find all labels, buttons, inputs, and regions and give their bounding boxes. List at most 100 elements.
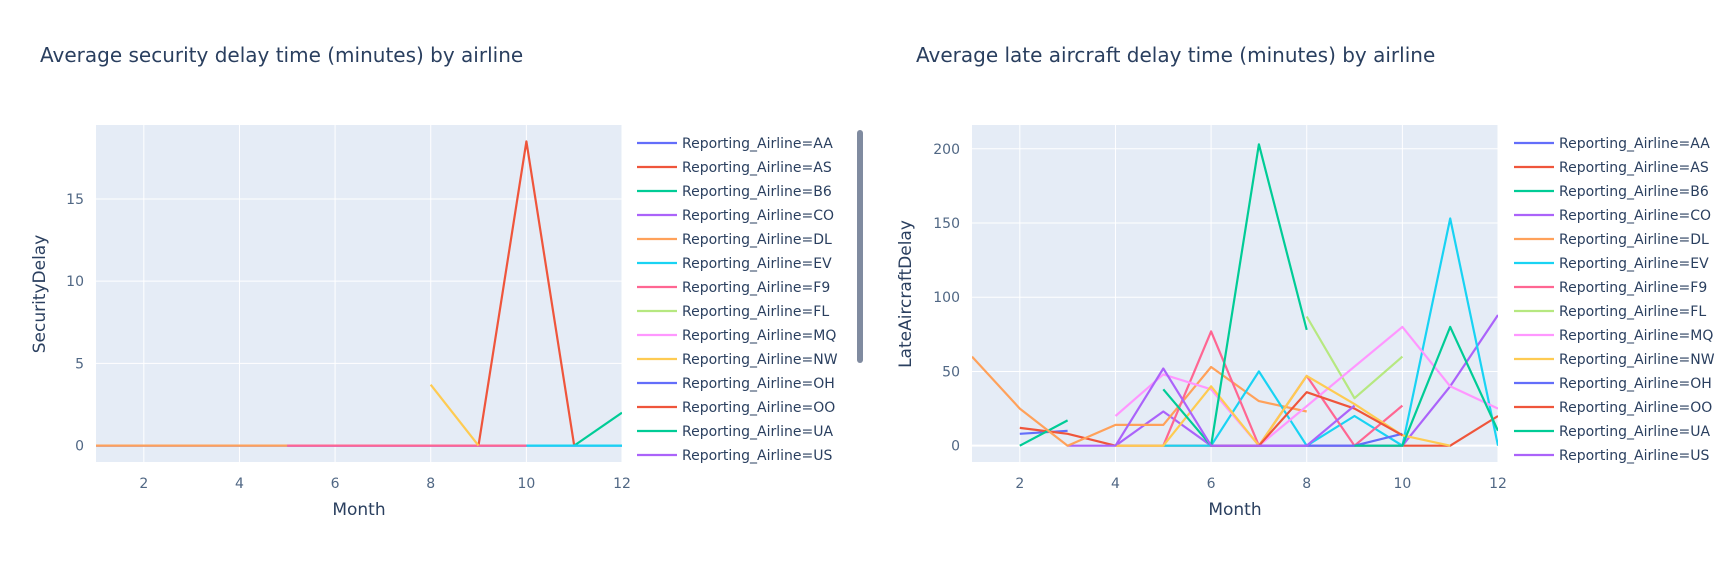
x-axis-label: Month	[332, 500, 385, 520]
legend-label: Reporting_Airline=US	[1559, 448, 1710, 464]
security-delay-chart: Average security delay time (minutes) by…	[30, 43, 863, 520]
legend: Reporting_Airline=AA Reporting_Airline=AS…	[1514, 136, 1715, 464]
legend-item[interactable]: Reporting_Airline=F9	[637, 280, 830, 296]
legend-item[interactable]: Reporting_Airline=AS	[1514, 160, 1709, 176]
legend-item[interactable]: Reporting_Airline=NW	[1514, 352, 1715, 368]
series-line[interactable]	[1019, 419, 1069, 447]
x-tick-label: 12	[613, 476, 631, 492]
legend-label: Reporting_Airline=OH	[1559, 376, 1712, 392]
legend-item[interactable]: Reporting_Airline=F9	[1514, 280, 1707, 296]
series-lines	[96, 140, 622, 447]
legend-label: Reporting_Airline=MQ	[682, 328, 836, 344]
legend-item[interactable]: Reporting_Airline=NW	[637, 352, 838, 368]
series-line[interactable]	[573, 411, 622, 447]
series-line[interactable]	[429, 384, 480, 447]
legend-item[interactable]: Reporting_Airline=AA	[1514, 136, 1710, 152]
y-axis-label: LateAircraftDelay	[896, 220, 916, 368]
chart-title: Average security delay time (minutes) by…	[40, 43, 523, 67]
legend-label: Reporting_Airline=OH	[682, 376, 835, 392]
y-tick-label: 0	[75, 439, 84, 455]
series-lines	[972, 143, 1499, 447]
x-tick-label: 10	[1393, 476, 1411, 492]
legend-item[interactable]: Reporting_Airline=DL	[1514, 232, 1709, 248]
y-tick-label: 200	[933, 142, 960, 158]
legend-label: Reporting_Airline=DL	[1559, 232, 1709, 248]
tick-labels: 2 4 6 8 10 12 0 5 10 15	[66, 192, 631, 492]
series-line[interactable]	[477, 140, 576, 446]
legend-label: Reporting_Airline=FL	[682, 304, 829, 320]
legend-label: Reporting_Airline=OO	[682, 400, 835, 416]
legend-item[interactable]: Reporting_Airline=MQ	[637, 328, 836, 344]
legend-item[interactable]: Reporting_Airline=US	[637, 448, 833, 464]
legend-label: Reporting_Airline=UA	[682, 424, 834, 440]
legend-item[interactable]: Reporting_Airline=UA	[1514, 424, 1711, 440]
x-tick-label: 6	[331, 476, 340, 492]
legend-item[interactable]: Reporting_Airline=UA	[637, 424, 834, 440]
legend-item[interactable]: Reporting_Airline=EV	[1514, 256, 1709, 272]
x-tick-label: 4	[235, 476, 244, 492]
y-tick-label: 0	[951, 439, 960, 455]
legend-item[interactable]: Reporting_Airline=OH	[1514, 376, 1712, 392]
legend-item[interactable]: Reporting_Airline=FL	[637, 304, 829, 320]
legend-label: Reporting_Airline=B6	[1559, 184, 1709, 200]
legend-item[interactable]: Reporting_Airline=OO	[637, 400, 835, 416]
legend-label: Reporting_Airline=MQ	[1559, 328, 1713, 344]
legend-label: Reporting_Airline=AS	[682, 160, 832, 176]
legend-label: Reporting_Airline=CO	[1559, 208, 1711, 224]
x-tick-label: 2	[1015, 476, 1024, 492]
x-tick-label: 2	[139, 476, 148, 492]
series-line[interactable]	[1305, 315, 1404, 400]
legend-item[interactable]: Reporting_Airline=EV	[637, 256, 832, 272]
legend-item[interactable]: Reporting_Airline=OO	[1514, 400, 1712, 416]
legend-item[interactable]: Reporting_Airline=CO	[1514, 208, 1711, 224]
y-tick-label: 10	[66, 274, 84, 290]
legend-item[interactable]: Reporting_Airline=CO	[637, 208, 834, 224]
y-axis-label: SecurityDelay	[30, 235, 50, 354]
y-tick-label: 50	[942, 364, 960, 380]
legend-label: Reporting_Airline=AS	[1559, 160, 1709, 176]
legend-item[interactable]: Reporting_Airline=OH	[637, 376, 835, 392]
legend-label: Reporting_Airline=F9	[1559, 280, 1707, 296]
legend-label: Reporting_Airline=UA	[1559, 424, 1711, 440]
y-tick-label: 15	[66, 192, 84, 208]
legend-label: Reporting_Airline=DL	[682, 232, 832, 248]
y-tick-label: 5	[75, 356, 84, 372]
legend-label: Reporting_Airline=US	[682, 448, 833, 464]
tick-labels: 2 4 6 8 10 12 0 50 100 150 200	[933, 142, 1507, 492]
legend-label: Reporting_Airline=AA	[682, 136, 833, 152]
legend-label: Reporting_Airline=EV	[1559, 256, 1709, 272]
x-tick-label: 10	[517, 476, 535, 492]
legend-label: Reporting_Airline=NW	[1559, 352, 1715, 368]
plot-area[interactable]	[96, 125, 622, 462]
legend-item[interactable]: Reporting_Airline=B6	[637, 184, 832, 200]
x-tick-label: 12	[1489, 476, 1507, 492]
legend-item[interactable]: Reporting_Airline=US	[1514, 448, 1710, 464]
chart-title: Average late aircraft delay time (minute…	[916, 43, 1435, 67]
y-tick-label: 150	[933, 216, 960, 232]
x-tick-label: 8	[1302, 476, 1311, 492]
legend-scrollbar[interactable]	[857, 130, 863, 363]
legend-item[interactable]: Reporting_Airline=DL	[637, 232, 832, 248]
legend-label: Reporting_Airline=B6	[682, 184, 832, 200]
series-line[interactable]	[972, 355, 1307, 447]
legend-item[interactable]: Reporting_Airline=MQ	[1514, 328, 1713, 344]
legend-label: Reporting_Airline=F9	[682, 280, 830, 296]
legend-item[interactable]: Reporting_Airline=FL	[1514, 304, 1706, 320]
legend-item[interactable]: Reporting_Airline=B6	[1514, 184, 1709, 200]
legend-item[interactable]: Reporting_Airline=AS	[637, 160, 832, 176]
series-line[interactable]	[1114, 367, 1356, 447]
x-tick-label: 4	[1111, 476, 1120, 492]
legend-label: Reporting_Airline=CO	[682, 208, 834, 224]
late-aircraft-delay-chart: Average late aircraft delay time (minute…	[896, 43, 1715, 520]
series-line[interactable]	[1163, 217, 1498, 447]
legend-label: Reporting_Airline=OO	[1559, 400, 1712, 416]
legend-label: Reporting_Airline=NW	[682, 352, 838, 368]
series-line[interactable]	[1354, 325, 1499, 447]
legend-item[interactable]: Reporting_Airline=AA	[637, 136, 833, 152]
series-line[interactable]	[1162, 143, 1308, 447]
legend-label: Reporting_Airline=AA	[1559, 136, 1710, 152]
x-tick-label: 6	[1207, 476, 1216, 492]
legend-label: Reporting_Airline=EV	[682, 256, 832, 272]
legend-label: Reporting_Airline=FL	[1559, 304, 1706, 320]
